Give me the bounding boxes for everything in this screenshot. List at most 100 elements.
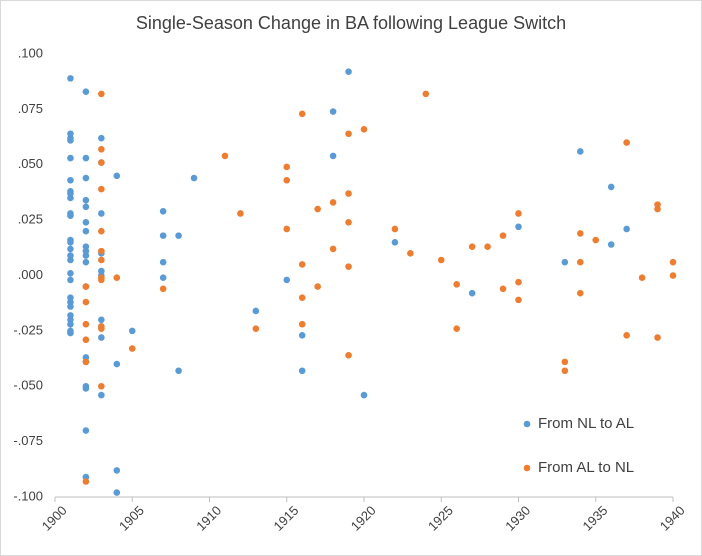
point	[159, 207, 167, 215]
point	[437, 256, 445, 264]
point	[159, 258, 167, 266]
point	[113, 360, 121, 368]
point	[82, 174, 90, 182]
point	[499, 285, 507, 293]
point	[98, 391, 105, 399]
point	[298, 294, 306, 301]
point	[98, 134, 105, 142]
point	[669, 272, 677, 279]
point	[67, 154, 74, 162]
point	[82, 258, 90, 266]
point	[113, 467, 121, 474]
point	[82, 88, 90, 95]
point	[329, 245, 337, 253]
point	[422, 90, 430, 98]
point	[468, 243, 476, 251]
legend-label: From AL to NL	[538, 459, 634, 476]
point	[561, 358, 569, 366]
point	[82, 385, 90, 392]
point	[561, 258, 569, 266]
point	[67, 320, 74, 328]
point	[98, 247, 105, 255]
point	[98, 159, 105, 166]
point	[298, 332, 306, 339]
legend-label: From NL to AL	[538, 415, 634, 432]
point	[283, 176, 291, 184]
point	[298, 261, 306, 268]
point	[283, 276, 291, 284]
point	[98, 256, 105, 264]
point	[515, 296, 522, 304]
point	[407, 250, 414, 257]
point	[98, 145, 105, 153]
y-tick-label: -.050	[13, 378, 43, 393]
point	[82, 283, 90, 290]
legend-marker	[523, 420, 531, 428]
point	[82, 358, 90, 366]
point	[345, 263, 352, 270]
point	[623, 332, 630, 339]
point	[623, 225, 630, 233]
point	[128, 345, 136, 352]
point	[67, 176, 74, 184]
point	[82, 252, 90, 259]
point	[453, 281, 461, 288]
point	[175, 232, 182, 239]
point	[82, 478, 90, 485]
point	[113, 489, 121, 496]
point	[67, 212, 74, 219]
point	[128, 327, 136, 335]
point	[314, 283, 321, 290]
point	[82, 320, 90, 328]
point	[577, 148, 584, 155]
point	[515, 223, 522, 231]
point	[499, 232, 507, 239]
point	[113, 172, 121, 180]
point	[98, 227, 105, 235]
point	[577, 230, 584, 237]
point	[252, 325, 260, 332]
point	[98, 185, 105, 193]
point	[345, 351, 352, 359]
point	[98, 210, 105, 217]
point	[468, 289, 476, 297]
point	[67, 269, 74, 277]
point	[283, 225, 291, 233]
point	[298, 320, 306, 328]
legend-marker	[523, 464, 531, 472]
point	[391, 238, 399, 246]
y-tick-label: .100	[18, 45, 43, 60]
point	[484, 243, 491, 251]
point	[67, 194, 74, 202]
point	[82, 336, 90, 344]
point	[592, 236, 600, 244]
point	[561, 367, 569, 375]
y-tick-label: -.025	[13, 322, 43, 337]
point	[298, 110, 306, 118]
y-tick-label: .025	[18, 212, 43, 227]
point	[638, 274, 646, 282]
point	[237, 210, 244, 217]
point	[654, 205, 661, 213]
point	[669, 258, 677, 266]
point	[67, 256, 74, 264]
point	[314, 205, 321, 213]
point	[67, 75, 74, 82]
point	[82, 227, 90, 235]
point	[82, 203, 90, 211]
point	[82, 196, 90, 204]
point	[190, 174, 198, 182]
point	[345, 68, 352, 76]
point	[360, 126, 368, 133]
point	[345, 219, 352, 226]
point	[345, 130, 352, 138]
point	[82, 298, 90, 306]
point	[298, 367, 306, 375]
point	[98, 90, 105, 98]
point	[360, 391, 368, 399]
point	[159, 232, 167, 239]
point	[283, 163, 291, 171]
point	[67, 276, 74, 284]
point	[98, 325, 105, 332]
